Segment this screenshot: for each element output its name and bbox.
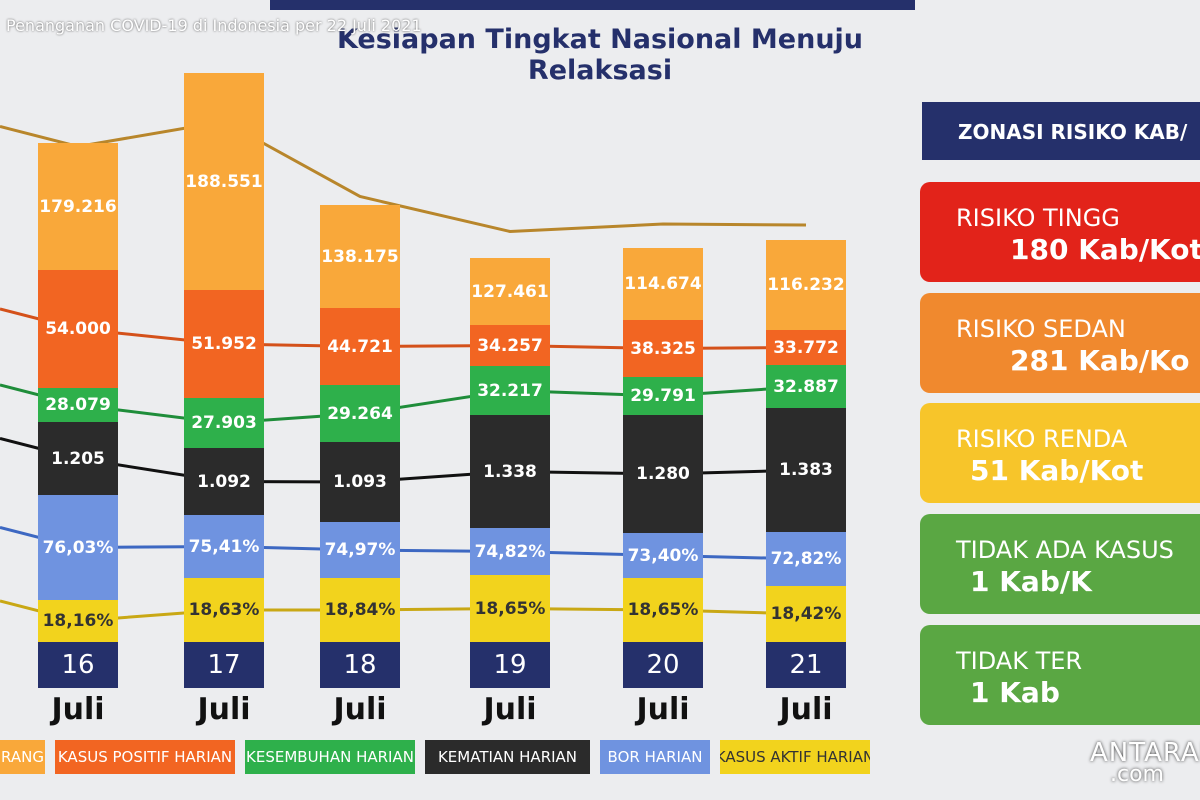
- segment-label: 18,42%: [766, 586, 846, 642]
- segment-label: 1.383: [766, 408, 846, 532]
- zone-box: RISIKO RENDA 51 Kab/Kot: [920, 403, 1200, 503]
- segment-label: 51.952: [184, 290, 264, 398]
- month-label: Juli: [51, 692, 105, 727]
- zone-label: RISIKO SEDAN: [956, 315, 1126, 343]
- date-box: 21: [766, 642, 846, 688]
- segment-label: 54.000: [38, 270, 118, 388]
- segment-label: 18,63%: [184, 578, 264, 642]
- zone-count: 180 Kab/Kot: [1010, 233, 1200, 266]
- zone-box: TIDAK ADA KASUS 1 Kab/K: [920, 514, 1200, 614]
- zone-label: TIDAK ADA KASUS: [956, 536, 1174, 564]
- segment-label: 28.079: [38, 388, 118, 422]
- zone-count: 1 Kab: [970, 676, 1060, 709]
- trend-line: [0, 119, 807, 234]
- month-label: Juli: [779, 692, 833, 727]
- segment-label: 76,03%: [38, 495, 118, 600]
- segment-label: 138.175: [320, 205, 400, 308]
- segment-label: 1.338: [470, 415, 550, 528]
- segment-label: 18,65%: [623, 578, 703, 642]
- legend-item: RANG: [0, 740, 45, 774]
- trend-lines: [0, 119, 807, 623]
- zone-box: TIDAK TER 1 Kab: [920, 625, 1200, 725]
- zone-label: RISIKO TINGG: [956, 204, 1120, 232]
- title-bar: [270, 0, 915, 10]
- segment-label: 18,16%: [38, 600, 118, 642]
- segment-label: 74,82%: [470, 528, 550, 575]
- date-box: 17: [184, 642, 264, 688]
- segment-label: 73,40%: [623, 533, 703, 578]
- segment-label: 32.217: [470, 366, 550, 415]
- month-label: Juli: [636, 692, 690, 727]
- zone-box: RISIKO TINGG 180 Kab/Kot: [920, 182, 1200, 282]
- date-box: 19: [470, 642, 550, 688]
- watermark-domain: .com: [1110, 762, 1164, 787]
- segment-label: 1.093: [320, 442, 400, 522]
- zone-label: TIDAK TER: [956, 647, 1083, 675]
- segment-label: 116.232: [766, 240, 846, 330]
- zone-box: RISIKO SEDAN 281 Kab/Ko: [920, 293, 1200, 393]
- date-box: 18: [320, 642, 400, 688]
- zonasi-title: ZONASI RISIKO KAB/: [922, 102, 1200, 160]
- date-box: 20: [623, 642, 703, 688]
- segment-label: 127.461: [470, 258, 550, 325]
- segment-label: 27.903: [184, 398, 264, 448]
- segment-label: 75,41%: [184, 515, 264, 578]
- segment-label: 34.257: [470, 325, 550, 366]
- segment-label: 1.092: [184, 448, 264, 515]
- zone-count: 281 Kab/Ko: [1010, 344, 1190, 377]
- zone-count: 1 Kab/K: [970, 565, 1092, 598]
- segment-label: 18,84%: [320, 578, 400, 642]
- caption: Penanganan COVID-19 di Indonesia per 22 …: [6, 16, 422, 35]
- legend-item: KASUS AKTIF HARIAN: [720, 740, 870, 774]
- legend-item: BOR HARIAN: [600, 740, 710, 774]
- legend-item: KESEMBUHAN HARIAN: [245, 740, 415, 774]
- legend-item: KASUS POSITIF HARIAN: [55, 740, 235, 774]
- segment-label: 32.887: [766, 365, 846, 408]
- title: Kesiapan Tingkat Nasional Menuju Relaksa…: [336, 24, 864, 86]
- zone-count: 51 Kab/Kot: [970, 454, 1144, 487]
- month-label: Juli: [197, 692, 251, 727]
- segment-label: 38.325: [623, 320, 703, 377]
- zone-label: RISIKO RENDA: [956, 425, 1128, 453]
- segment-label: 114.674: [623, 248, 703, 320]
- segment-label: 44.721: [320, 308, 400, 385]
- watermark-brand: ANTARANEWS: [1090, 738, 1200, 768]
- segment-label: 1.280: [623, 415, 703, 533]
- segment-label: 33.772: [766, 330, 846, 365]
- month-label: Juli: [333, 692, 387, 727]
- segment-label: 179.216: [38, 143, 118, 270]
- legend-item: KEMATIAN HARIAN: [425, 740, 590, 774]
- segment-label: 188.551: [184, 73, 264, 290]
- segment-label: 74,97%: [320, 522, 400, 578]
- segment-label: 18,65%: [470, 575, 550, 642]
- segment-label: 29.791: [623, 377, 703, 415]
- month-label: Juli: [483, 692, 537, 727]
- segment-label: 29.264: [320, 385, 400, 442]
- date-box: 16: [38, 642, 118, 688]
- segment-label: 72,82%: [766, 532, 846, 586]
- segment-label: 1.205: [38, 422, 118, 495]
